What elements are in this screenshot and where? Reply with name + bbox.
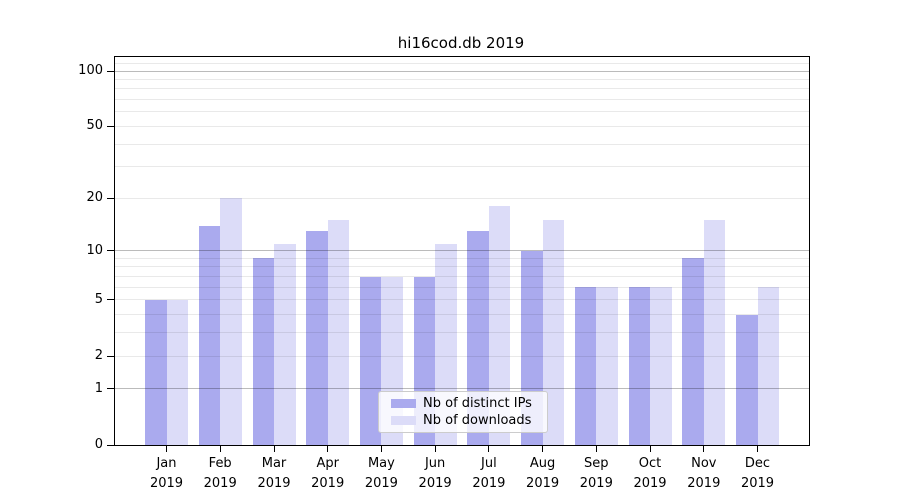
bar-distinct-ips-apr <box>306 231 328 445</box>
x-tick-label-sep: Sep 2019 <box>579 456 613 491</box>
bar-distinct-ips-sep <box>574 287 597 445</box>
y-tick-mark-5 <box>107 299 114 301</box>
y-tick-label-50: 50 <box>86 118 103 134</box>
bar-distinct-ips-nov <box>682 258 704 445</box>
bar-distinct-ips-oct <box>628 287 650 445</box>
bar-downloads-feb <box>220 198 242 445</box>
legend-label-distinct-ips: Nb of distinct IPs <box>423 395 532 411</box>
y-tick-label-20: 20 <box>86 190 103 206</box>
x-tick-label-aug: Aug 2019 <box>526 456 560 491</box>
bar-distinct-ips-jan <box>145 299 167 445</box>
x-tick-label-jun: Jun 2019 <box>418 456 452 491</box>
y-tick-mark-0 <box>107 444 114 446</box>
bar-downloads-apr <box>327 220 350 445</box>
legend-swatch-downloads <box>391 416 416 426</box>
x-tick-label-dec: Dec 2019 <box>740 456 775 491</box>
x-tick-mark-feb <box>219 445 221 452</box>
gridline-major-100 <box>115 70 809 72</box>
x-tick-label-apr: Apr 2019 <box>311 456 345 491</box>
y-tick-label-1: 1 <box>94 380 103 396</box>
x-tick-mark-mar <box>273 445 275 452</box>
bar-distinct-ips-mar <box>252 258 274 445</box>
legend-swatch-distinct-ips <box>391 398 416 408</box>
gridline-minor-30 <box>115 166 809 168</box>
y-tick-label-10: 10 <box>86 242 103 258</box>
bar-downloads-oct <box>650 287 672 445</box>
plot-area: 0 1 2 5 10 20 50 100 Jan 2019 Feb 2019 Mar 2019 Apr… <box>78 56 810 491</box>
legend-label-downloads: Nb of downloads <box>423 413 532 429</box>
x-tick-label-nov: Nov 2019 <box>687 456 721 491</box>
bar-downloads-jan <box>166 299 188 445</box>
legend: Nb of distinct IPs Nb of downloads <box>378 391 548 433</box>
gridline-minor-110 <box>115 62 809 64</box>
chart-title: hi16cod.db 2019 <box>397 34 525 52</box>
x-tick-mark-may <box>380 445 382 452</box>
bar-downloads-dec <box>757 287 779 445</box>
legend-item-downloads: Nb of downloads <box>391 412 547 429</box>
x-tick-label-feb: Feb 2019 <box>203 456 237 491</box>
y-tick-mark-10 <box>107 250 114 252</box>
y-tick-mark-20 <box>107 197 114 199</box>
x-tick-mark-jun <box>434 445 436 452</box>
gridline-minor-70 <box>115 99 809 100</box>
legend-item-distinct-ips: Nb of distinct IPs <box>391 395 547 412</box>
bar-downloads-sep <box>596 287 618 445</box>
y-tick-mark-50 <box>107 125 114 127</box>
x-tick-mark-dec <box>757 445 758 452</box>
gridline-minor-60 <box>115 111 809 113</box>
gridline-minor-50 <box>115 125 809 127</box>
y-tick-label-0: 0 <box>94 437 103 452</box>
y-tick-label-5: 5 <box>94 291 103 307</box>
y-tick-mark-2 <box>107 355 114 357</box>
bar-distinct-ips-dec <box>736 314 758 445</box>
x-tick-label-oct: Oct 2019 <box>633 456 667 491</box>
x-tick-mark-oct <box>649 445 651 452</box>
y-tick-mark-100 <box>107 70 114 72</box>
bar-downloads-mar <box>274 243 296 445</box>
bar-distinct-ips-may <box>359 276 382 445</box>
y-tick-label-100: 100 <box>78 63 103 78</box>
x-tick-mark-apr <box>327 445 329 452</box>
x-tick-label-may: May 2019 <box>364 456 398 491</box>
gridline-minor-90 <box>115 78 809 80</box>
x-tick-mark-jul <box>488 445 490 452</box>
x-tick-mark-aug <box>542 445 544 452</box>
x-tick-mark-jan <box>166 445 167 452</box>
gridline-minor-40 <box>115 143 809 145</box>
bar-distinct-ips-feb <box>198 225 221 445</box>
x-tick-mark-sep <box>595 445 597 452</box>
x-tick-label-jan: Jan 2019 <box>149 456 184 491</box>
y-tick-label-2: 2 <box>94 348 103 363</box>
gridline-minor-80 <box>115 88 809 90</box>
bar-downloads-jul <box>488 206 511 445</box>
x-tick-label-jul: Jul 2019 <box>472 456 506 491</box>
x-tick-mark-nov <box>703 445 705 452</box>
y-tick-mark-1 <box>107 388 114 390</box>
bar-downloads-nov <box>703 220 726 445</box>
gridline-minor-20 <box>115 197 809 199</box>
x-tick-label-mar: Mar 2019 <box>257 456 291 491</box>
